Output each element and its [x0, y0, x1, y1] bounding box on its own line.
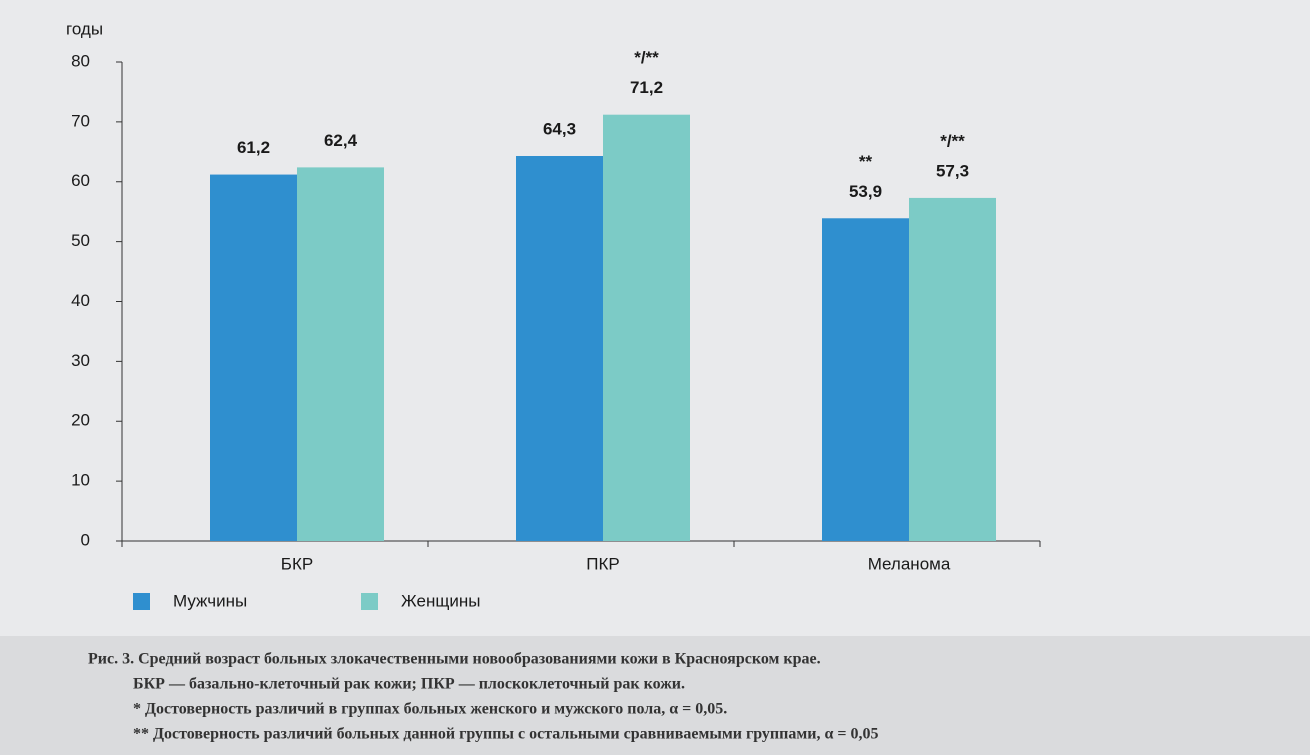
caption-line: ** Достоверность различий больных данной… — [133, 726, 879, 743]
value-label: 53,9 — [849, 182, 882, 201]
bar — [822, 218, 909, 541]
significance-label: ** — [859, 152, 873, 171]
bar — [603, 114, 690, 541]
legend-swatch — [133, 593, 150, 610]
bar — [909, 197, 996, 541]
significance-label: */** — [634, 48, 659, 67]
value-label: 71,2 — [630, 78, 663, 97]
caption-background — [0, 636, 1310, 755]
caption-line: Рис. 3. Средний возраст больных злокачес… — [88, 651, 821, 668]
legend-swatch — [361, 593, 378, 610]
y-tick-label: 10 — [71, 471, 90, 490]
value-label: 57,3 — [936, 161, 969, 180]
y-tick-label: 0 — [81, 530, 90, 549]
bar — [210, 174, 297, 541]
value-label: 61,2 — [237, 138, 270, 157]
bar — [516, 156, 603, 541]
y-tick-label: 30 — [71, 351, 90, 370]
y-tick-label: 20 — [71, 411, 90, 430]
y-tick-label: 40 — [71, 291, 90, 310]
y-tick-label: 80 — [71, 51, 90, 70]
y-tick-label: 50 — [71, 231, 90, 250]
significance-label: */** — [940, 131, 965, 150]
y-tick-label: 70 — [71, 111, 90, 130]
legend-label: Женщины — [401, 591, 480, 610]
legend-label: Мужчины — [173, 591, 247, 610]
bar — [297, 167, 384, 541]
y-axis-label: годы — [66, 19, 103, 38]
x-tick-label: ПКР — [586, 554, 619, 573]
x-tick-label: Меланома — [868, 554, 951, 573]
y-tick-label: 60 — [71, 171, 90, 190]
value-label: 64,3 — [543, 119, 576, 138]
x-tick-label: БКР — [281, 554, 313, 573]
caption-line: * Достоверность различий в группах больн… — [133, 701, 727, 718]
value-label: 62,4 — [324, 131, 358, 150]
caption-line: БКР — базально-клеточный рак кожи; ПКР —… — [133, 676, 685, 693]
